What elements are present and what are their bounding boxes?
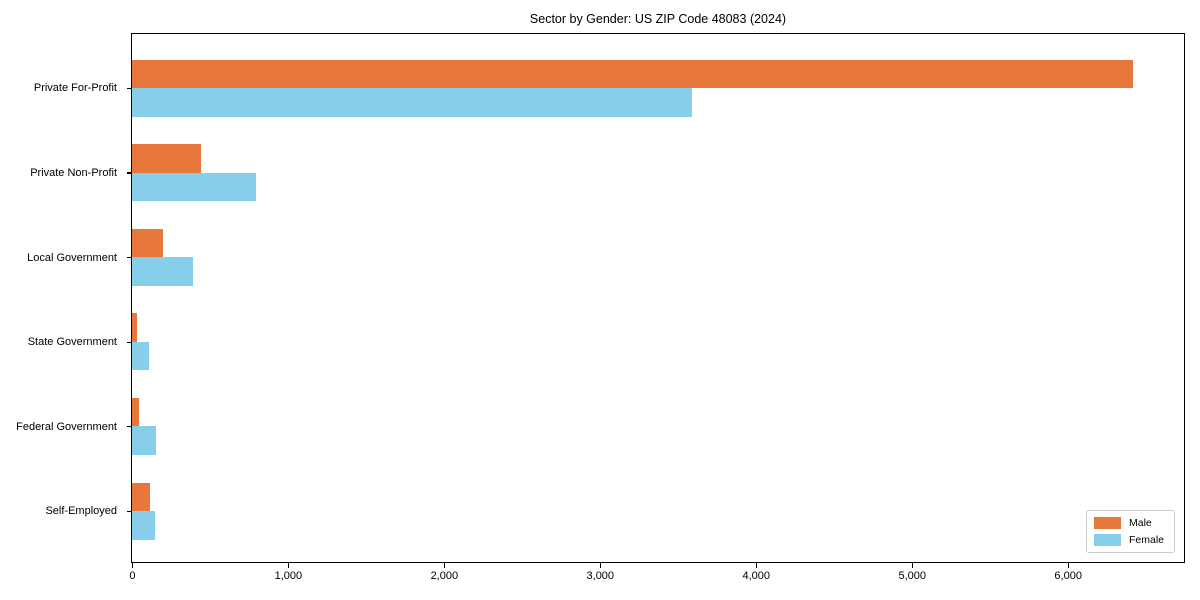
male-bar-2: [132, 228, 164, 258]
chart-title: Sector by Gender: US ZIP Code 48083 (202…: [529, 12, 787, 26]
y-axis-label-0: Private For-Profit: [33, 82, 117, 95]
x-tick-label-6: 6,000: [1054, 570, 1082, 582]
y-tick-1: [126, 172, 131, 174]
y-axis-label-4: Federal Government: [16, 420, 117, 433]
x-tick-4: [755, 563, 757, 568]
female-bar-5: [132, 511, 156, 540]
y-tick-5: [126, 510, 131, 513]
y-axis-label-2: Local Government: [27, 251, 117, 264]
x-tick-0: [131, 563, 134, 568]
bars-layer: [132, 34, 1184, 562]
y-tick-2: [126, 256, 131, 259]
x-tick-label-5: 5,000: [898, 570, 926, 582]
male-bar-1: [132, 144, 201, 173]
x-tick-label-4: 4,000: [742, 570, 771, 582]
male-bar-4: [132, 397, 140, 427]
male-legend-swatch: [1093, 517, 1121, 529]
plot-area: Male Female: [131, 33, 1185, 563]
y-axis-label-5: Self-Employed: [45, 505, 117, 518]
male-bar-3: [132, 313, 138, 342]
y-tick-0: [126, 87, 131, 90]
x-tick-label-2: 2,000: [430, 570, 459, 582]
x-tick-3: [599, 563, 601, 568]
female-bar-2: [132, 257, 193, 286]
x-tick-1: [287, 563, 289, 568]
female-bar-4: [132, 426, 157, 455]
x-tick-6: [1067, 563, 1069, 568]
x-tick-label-1: 1,000: [274, 570, 303, 582]
male-bar-0: [132, 59, 1134, 88]
male-legend-label: Male: [1128, 517, 1152, 529]
y-axis-label-3: State Government: [27, 336, 117, 349]
y-tick-4: [126, 426, 131, 428]
x-tick-label-0: 0: [129, 570, 136, 582]
female-bar-0: [132, 88, 692, 117]
legend-item-male: Male: [1093, 517, 1164, 529]
male-bar-5: [132, 482, 150, 511]
y-tick-3: [126, 341, 131, 343]
legend-item-female: Female: [1093, 534, 1164, 546]
female-bar-3: [132, 341, 150, 371]
female-legend-label: Female: [1128, 534, 1164, 546]
x-tick-label-3: 3,000: [586, 570, 615, 582]
y-axis-label-1: Private Non-Profit: [30, 167, 117, 179]
female-bar-1: [132, 172, 256, 202]
female-legend-swatch: [1093, 534, 1121, 546]
legend: Male Female: [1085, 510, 1175, 553]
x-tick-5: [911, 563, 913, 568]
x-tick-2: [443, 563, 445, 568]
